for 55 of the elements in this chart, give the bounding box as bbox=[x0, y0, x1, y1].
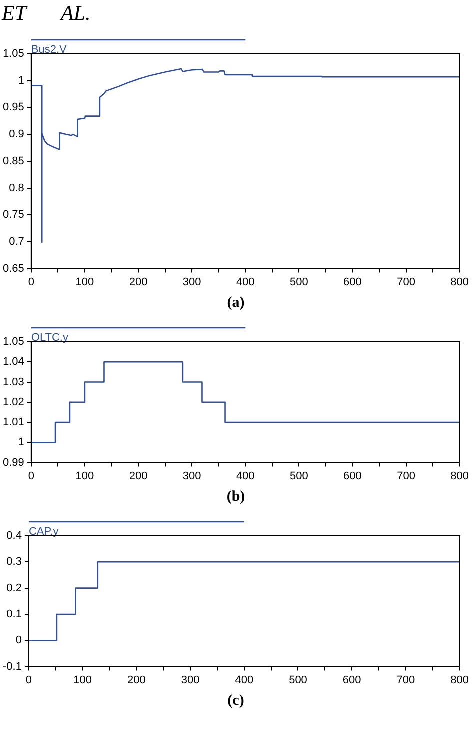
y-tick-label: -0.1 bbox=[2, 660, 22, 673]
y-tick-label: 0.7 bbox=[9, 236, 24, 248]
text: Bus2.V bbox=[31, 44, 68, 56]
x-tick-label: 200 bbox=[129, 276, 148, 288]
x-tick-label: 500 bbox=[290, 276, 308, 288]
y-tick-label: 0.75 bbox=[2, 209, 24, 222]
y-tick-label: 0.8 bbox=[9, 182, 24, 194]
x-tick-label: 400 bbox=[236, 276, 255, 288]
text: ET AL. bbox=[0, 0, 92, 27]
y-tick-label: 0.4 bbox=[6, 530, 22, 542]
x-tick-label: 300 bbox=[181, 674, 200, 686]
y-tick-label: 1.05 bbox=[2, 336, 24, 348]
y-tick-label: 0.99 bbox=[2, 456, 24, 469]
x-tick-label: 100 bbox=[76, 276, 94, 288]
x-tick-label: 400 bbox=[235, 674, 254, 686]
text: CAP.y bbox=[28, 526, 60, 538]
y-tick-label: 0.9 bbox=[9, 128, 24, 141]
y-tick-label: 1.04 bbox=[2, 356, 24, 368]
text: (a) bbox=[226, 294, 246, 313]
y-tick-label: 1.03 bbox=[2, 376, 24, 388]
x-tick-label: 600 bbox=[342, 674, 362, 686]
text: (c) bbox=[226, 692, 246, 711]
y-tick-label: 1.02 bbox=[2, 396, 24, 408]
y-tick-label: 0 bbox=[16, 634, 22, 647]
y-tick-label: 0.2 bbox=[6, 582, 22, 594]
x-tick-label: 400 bbox=[236, 470, 255, 482]
x-tick-label: 700 bbox=[397, 470, 416, 482]
x-tick-label: 100 bbox=[76, 470, 94, 482]
x-tick-label: 800 bbox=[450, 470, 470, 482]
x-tick-label: 300 bbox=[182, 276, 202, 288]
x-tick-label: 800 bbox=[450, 674, 470, 686]
x-tick-label: 800 bbox=[450, 276, 470, 288]
y-tick-label: 0.3 bbox=[6, 556, 22, 568]
text: (b) bbox=[226, 488, 246, 507]
x-tick-label: 200 bbox=[129, 470, 148, 482]
text: OLTC.y bbox=[31, 332, 69, 344]
x-tick-label: 600 bbox=[344, 276, 362, 288]
y-tick-label: 1 bbox=[18, 436, 24, 449]
y-tick-label: 1 bbox=[18, 74, 24, 87]
x-tick-label: 0 bbox=[28, 470, 34, 482]
x-tick-label: 700 bbox=[397, 276, 416, 288]
x-tick-label: 700 bbox=[396, 674, 416, 686]
x-tick-label: 600 bbox=[344, 470, 362, 482]
y-tick-label: 1.05 bbox=[2, 48, 24, 60]
y-tick-label: 0.95 bbox=[2, 102, 24, 114]
y-tick-label: 0.65 bbox=[2, 262, 24, 275]
y-tick-label: 1.01 bbox=[2, 416, 24, 429]
x-tick-label: 500 bbox=[289, 674, 308, 686]
x-tick-label: 200 bbox=[127, 674, 146, 686]
x-tick-label: 100 bbox=[74, 674, 92, 686]
x-tick-label: 500 bbox=[290, 470, 308, 482]
x-tick-label: 0 bbox=[28, 276, 34, 288]
y-tick-label: 0.1 bbox=[6, 608, 22, 621]
y-tick-label: 0.85 bbox=[2, 155, 24, 168]
x-tick-label: 300 bbox=[182, 470, 202, 482]
